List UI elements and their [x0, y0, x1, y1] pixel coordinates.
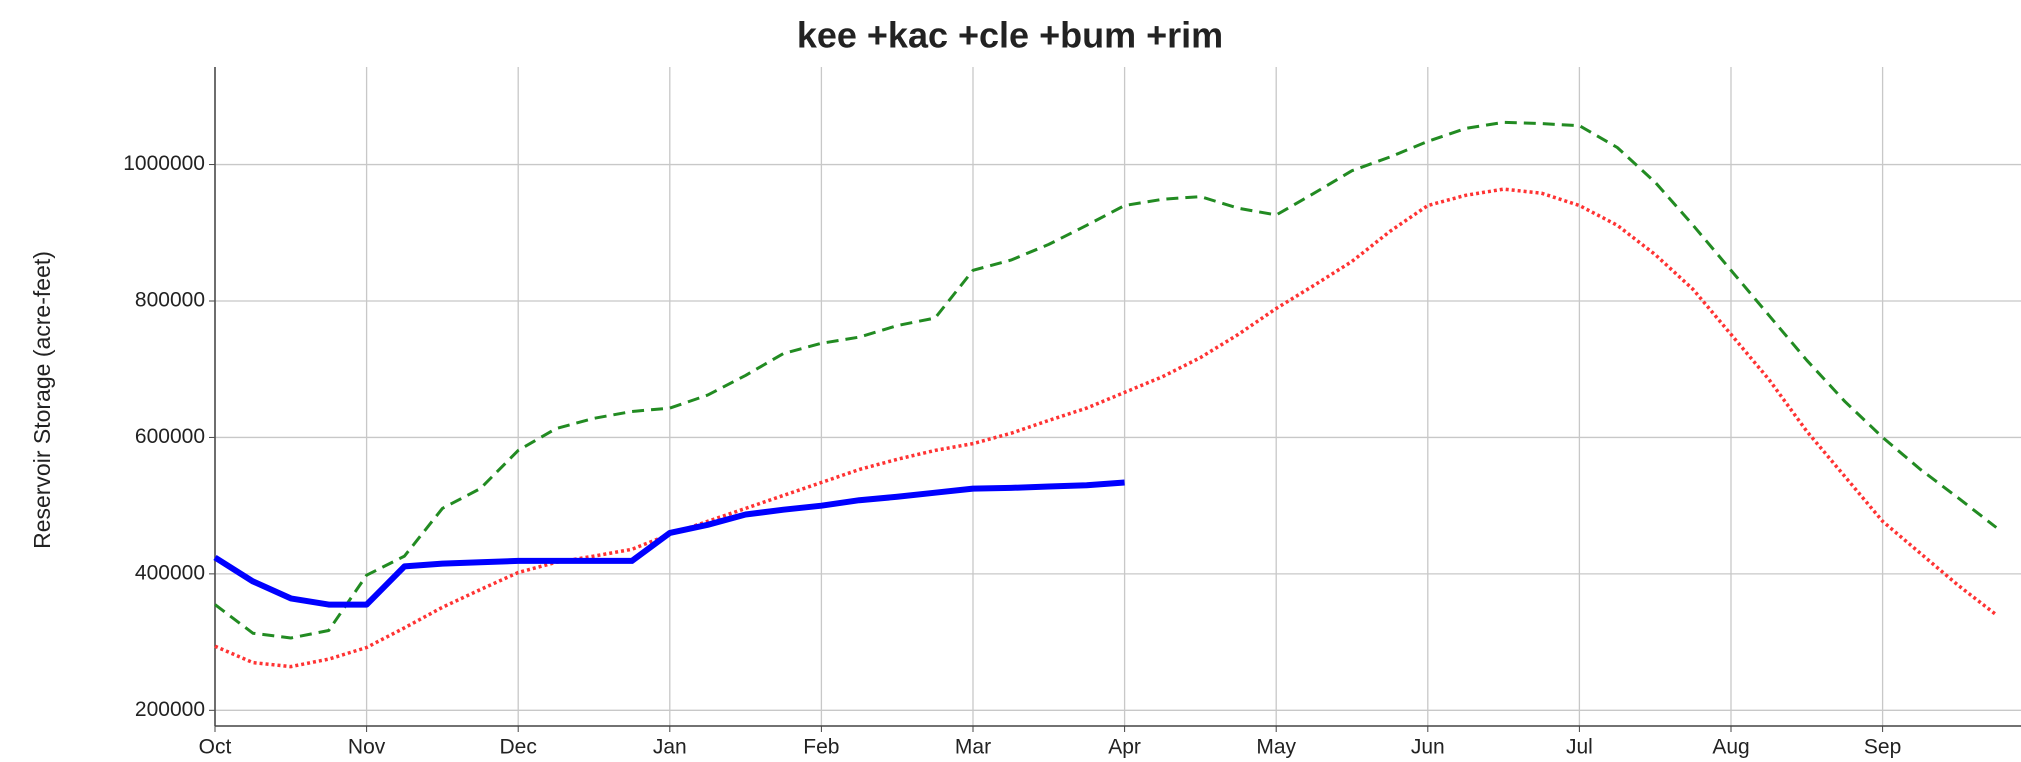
x-tick-label: Aug — [1712, 736, 1749, 759]
y-tick-label: 800000 — [135, 289, 205, 312]
x-tick-label: Feb — [803, 736, 839, 759]
x-tick-label: Apr — [1108, 736, 1141, 759]
x-tick-label: Jul — [1566, 736, 1593, 759]
chart-title: kee +kac +cle +bum +rim — [797, 15, 1223, 56]
y-tick-label: 400000 — [135, 561, 205, 584]
x-tick-label: Dec — [500, 736, 537, 759]
x-tick-label: Oct — [199, 736, 232, 759]
x-tick-label: Mar — [955, 736, 991, 759]
x-tick-label: May — [1256, 736, 1296, 759]
x-tick-label: Jan — [653, 736, 687, 759]
y-tick-label: 1000000 — [123, 152, 205, 175]
x-tick-label: Nov — [348, 736, 386, 759]
y-tick-label: 200000 — [135, 698, 205, 721]
y-axis-label: Reservoir Storage (acre-feet) — [29, 251, 55, 549]
series-line — [213, 479, 1125, 608]
x-tick-label: Jun — [1411, 736, 1445, 759]
x-tick-label: Sep — [1864, 736, 1901, 759]
series-line — [214, 120, 1998, 640]
y-tick-label: 600000 — [135, 425, 205, 448]
series-line — [214, 187, 1998, 669]
